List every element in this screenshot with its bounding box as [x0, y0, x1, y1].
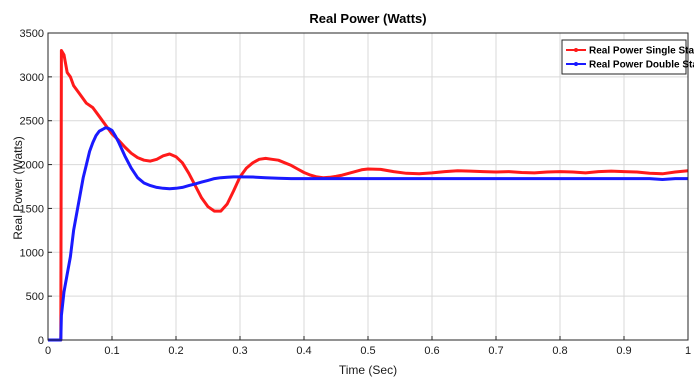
- x-axis-title: Time (Sec): [339, 363, 397, 377]
- x-tick-label: 0.5: [360, 345, 375, 357]
- x-tick-label: 0.4: [296, 345, 311, 357]
- legend-marker: [574, 62, 578, 66]
- x-tick-label: 0.3: [232, 345, 247, 357]
- y-tick-label: 0: [38, 335, 44, 347]
- axis-ticks: 0 0.1 0.2 0.3 0.4 0.5 0.6 0.7 0.8 0.9 1 0 500 1000 150…: [20, 28, 692, 357]
- y-tick-label: 3000: [20, 72, 44, 84]
- y-tick-label: 2000: [20, 160, 44, 172]
- x-tick-label: 0.9: [616, 345, 631, 357]
- y-tick-label: 500: [26, 291, 44, 303]
- legend-marker: [574, 48, 578, 52]
- chart-title: Real Power (Watts): [309, 11, 426, 26]
- y-tick-label: 1500: [20, 203, 44, 215]
- x-tick-label: 0.8: [552, 345, 567, 357]
- series-line-2: [48, 126, 688, 342]
- x-tick-label: 0.2: [168, 345, 183, 357]
- legend-box: [561, 39, 687, 75]
- y-axis-title: Real Power (Watts): [11, 136, 25, 240]
- x-tick-label: 0.1: [104, 345, 119, 357]
- y-tick-label: 1000: [20, 247, 44, 259]
- x-tick-label: 0.6: [424, 345, 439, 357]
- x-tick-label: 1: [685, 345, 691, 357]
- legend-label: Real Power Single Stage: [589, 46, 694, 57]
- y-tick-label: 3500: [20, 28, 44, 40]
- x-tick-label: 0.7: [488, 345, 503, 357]
- legend: Real Power Single Stage Real Power Double…: [561, 39, 694, 75]
- x-tick-label: 0: [45, 345, 51, 357]
- series-layer: [48, 49, 689, 342]
- y-tick-label: 2500: [20, 116, 44, 128]
- legend-label: Real Power Double Stage: [589, 60, 694, 71]
